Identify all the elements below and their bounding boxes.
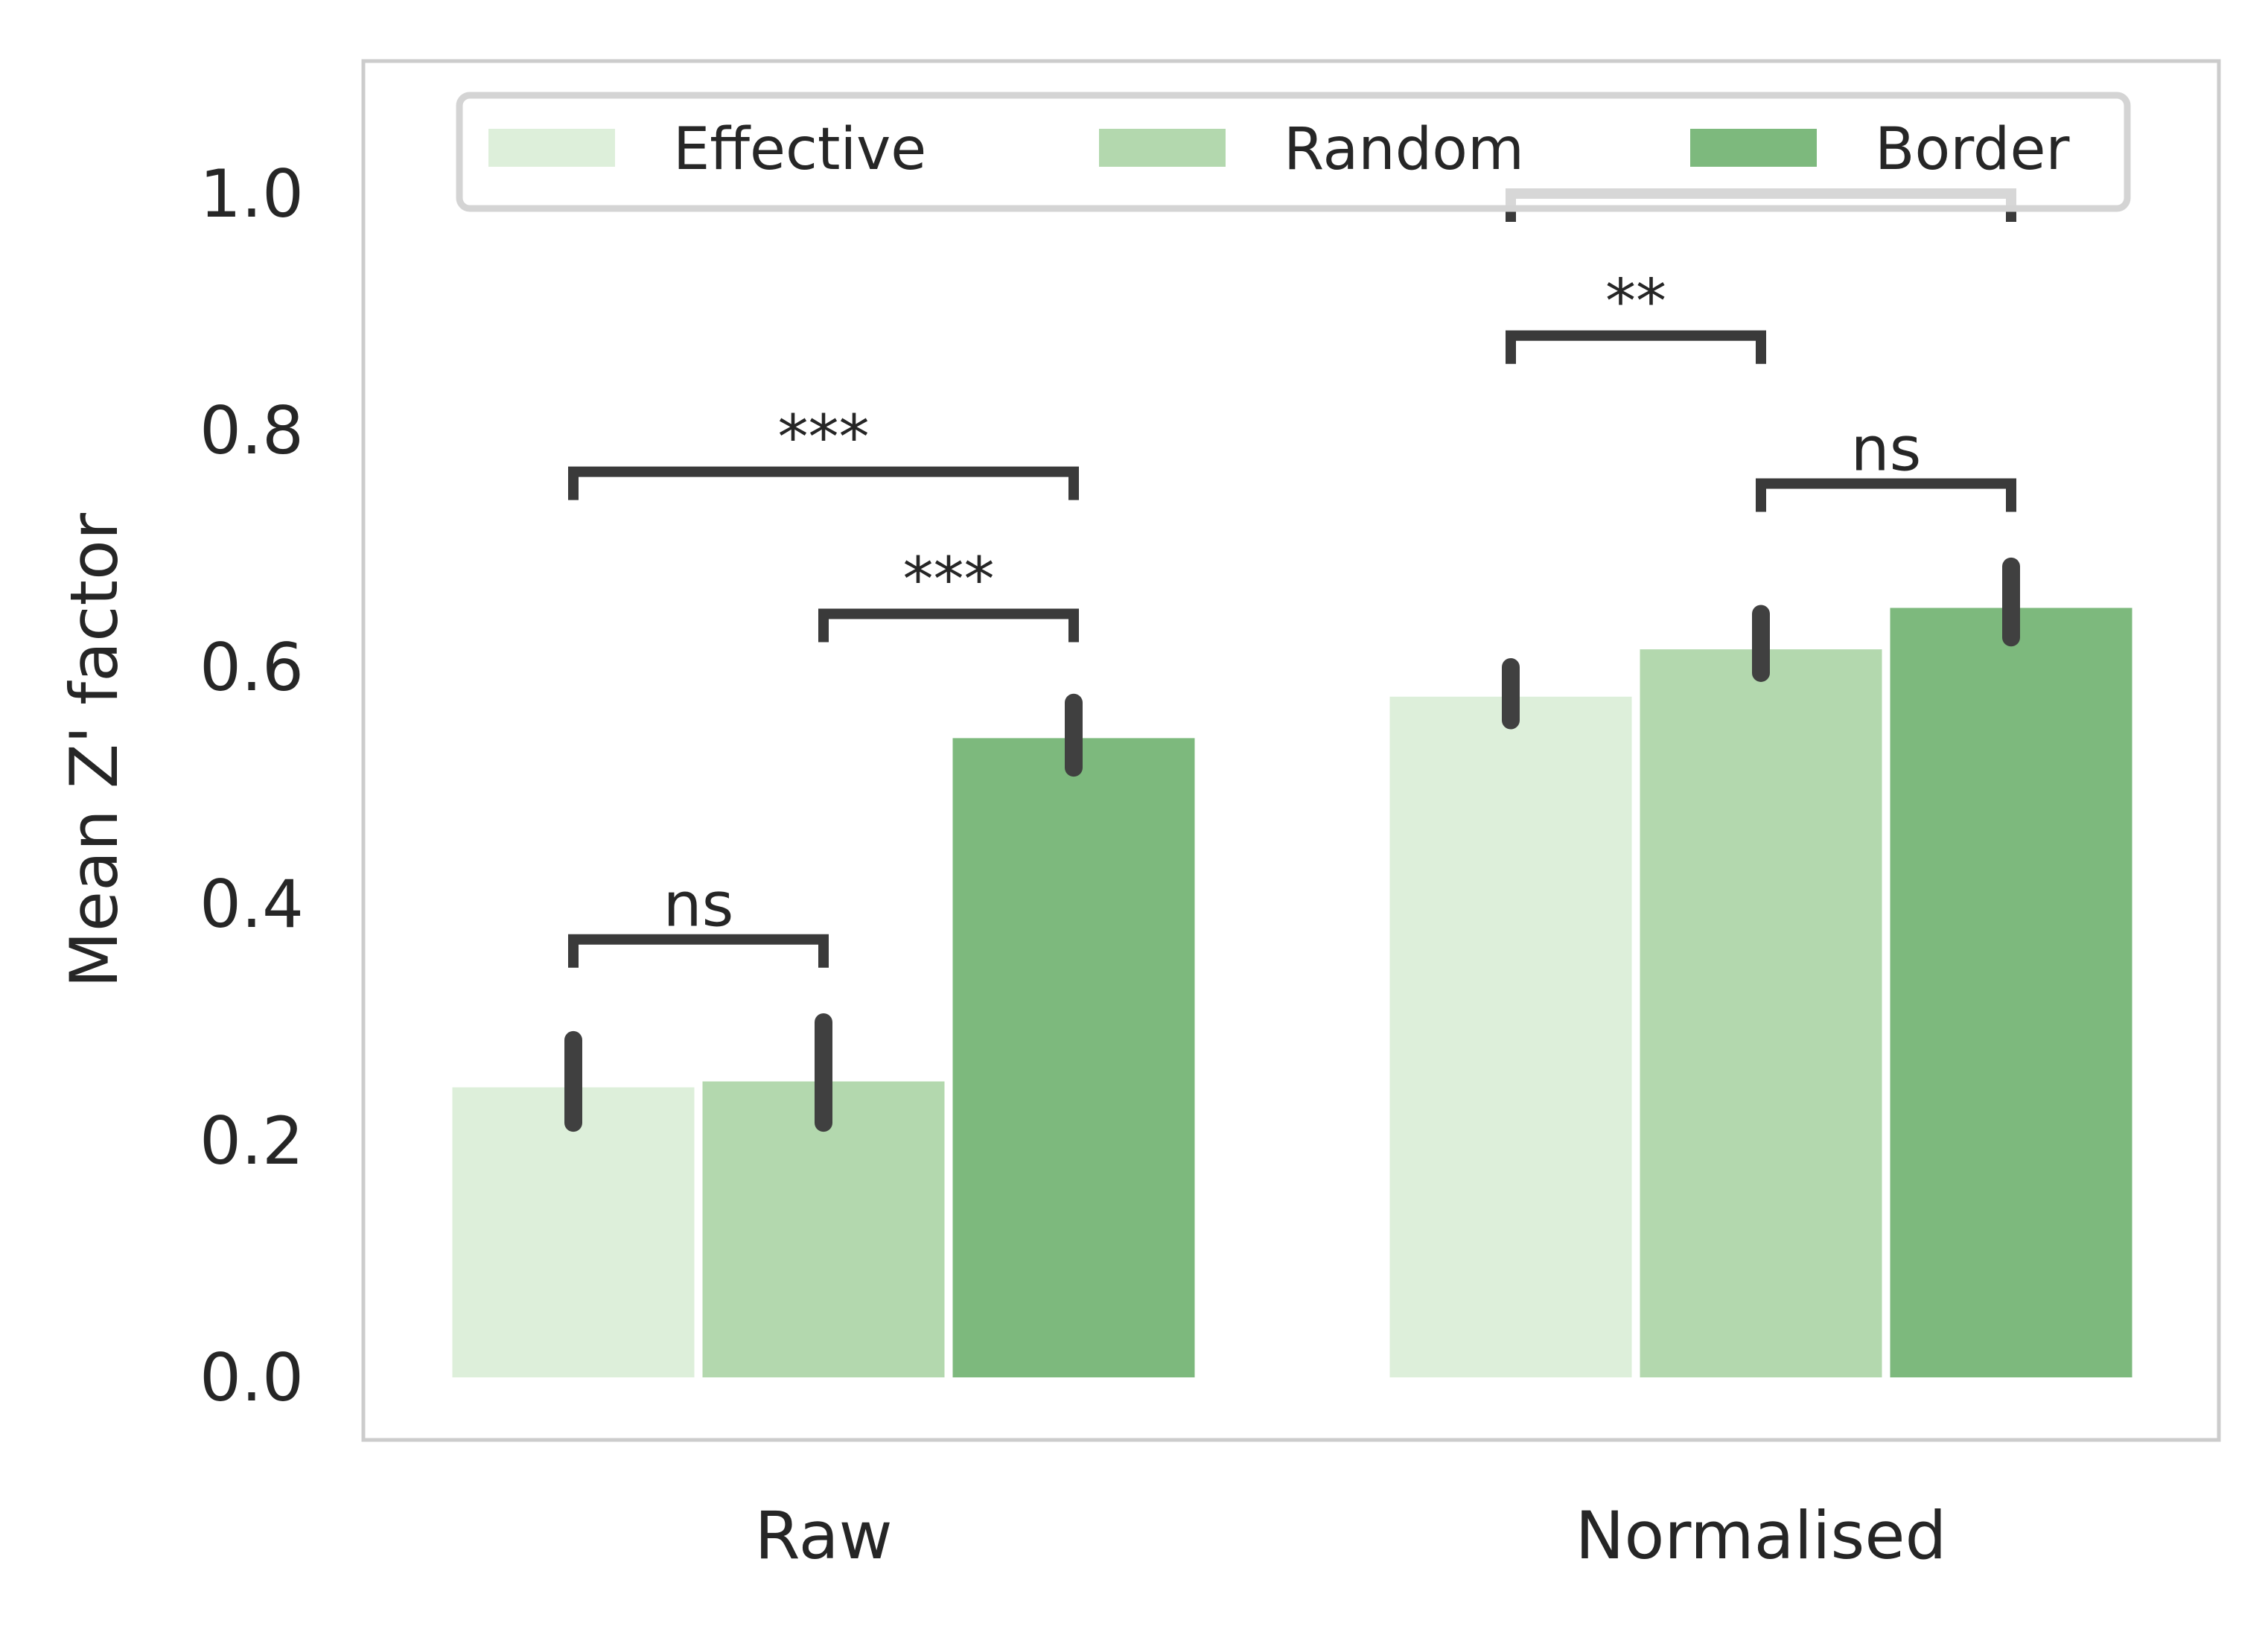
legend-label: Effective (673, 116, 926, 183)
significance-bracket (1506, 330, 1766, 364)
y-tick-label: 0.0 (200, 1339, 304, 1416)
y-tick-label: 0.4 (200, 866, 304, 943)
significance-label: ** (1605, 267, 1666, 337)
significance-label: *** (778, 403, 870, 474)
y-tick-label: 0.6 (200, 629, 304, 706)
legend-swatch (1099, 129, 1226, 167)
significance-bracket (568, 466, 1079, 500)
y-axis-label: Mean Z' factor (56, 512, 133, 988)
bar (452, 1087, 695, 1377)
significance-bracket (568, 934, 829, 968)
bar (1890, 608, 2132, 1377)
y-tick-label: 0.2 (200, 1103, 304, 1179)
bar (1640, 649, 1882, 1377)
significance-bracket (818, 608, 1079, 643)
bar (952, 738, 1195, 1377)
significance-label: ns (663, 870, 734, 941)
significance-layer: ns********ns*** (568, 124, 2016, 968)
significance-label: *** (903, 544, 995, 615)
significance-label: ns (1851, 415, 1922, 485)
legend-swatch (488, 129, 615, 167)
bar (1389, 696, 1632, 1377)
x-tick-label: Normalised (1576, 1497, 1947, 1574)
legend-box (456, 92, 2131, 212)
error-bars-layer (564, 557, 2020, 1132)
y-tick-labels: 0.0 0.2 0.4 0.6 0.8 1.0 (200, 156, 304, 1416)
bars-layer (452, 608, 2132, 1377)
legend-swatch (1690, 129, 1817, 167)
x-tick-labels: Raw Normalised (754, 1497, 1946, 1574)
legend-label: Random (1284, 116, 1524, 183)
x-tick-label: Raw (754, 1497, 892, 1574)
legend-label: Border (1875, 116, 2070, 183)
y-tick-label: 1.0 (200, 156, 304, 232)
y-tick-label: 0.8 (200, 392, 304, 469)
legend: Effective Random Border (456, 92, 2131, 212)
significance-bracket (1756, 478, 2016, 512)
plot-frame (361, 59, 2221, 1442)
